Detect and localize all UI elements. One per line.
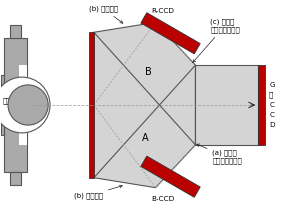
Text: G: G [269,82,275,88]
Polygon shape [141,13,200,54]
Circle shape [8,85,48,125]
Polygon shape [141,156,200,197]
Bar [10,25,21,38]
Text: B-CCD: B-CCD [151,196,174,202]
Text: (a) 青反射
ダイクロイック: (a) 青反射 ダイクロイック [197,144,242,164]
Polygon shape [94,22,195,188]
Bar [1,75,4,88]
Text: D: D [269,122,275,128]
Text: C: C [269,102,274,108]
Text: C: C [269,112,274,118]
Circle shape [0,77,50,133]
Bar [89,32,94,178]
Text: (c) 赤反射
ダイクロイック: (c) 赤反射 ダイクロイック [193,18,240,63]
Text: B: B [145,67,152,77]
Text: R-CCD: R-CCD [151,8,174,14]
Text: (b) 全反射面: (b) 全反射面 [74,185,122,199]
Text: ズームレンズ
入射光: ズームレンズ 入射光 [2,98,28,112]
Text: (b) 全反射面: (b) 全反射面 [89,5,123,23]
Bar [258,65,265,145]
Bar [195,65,258,145]
Bar [1,122,4,135]
Bar [4,38,27,172]
Text: A: A [142,133,149,143]
Text: ・: ・ [269,92,274,98]
Bar [19,65,27,145]
Bar [10,172,21,185]
